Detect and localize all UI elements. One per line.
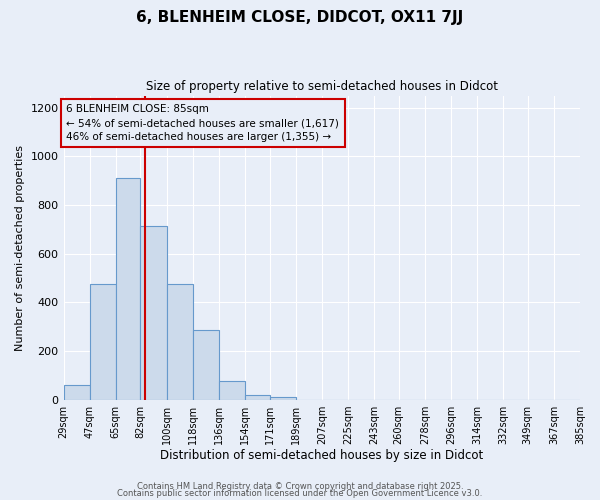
Bar: [140, 226, 167, 400]
Bar: [116, 178, 140, 400]
Bar: [89, 284, 116, 400]
X-axis label: Distribution of semi-detached houses by size in Didcot: Distribution of semi-detached houses by …: [160, 450, 484, 462]
Bar: [245, 394, 269, 400]
Bar: [219, 382, 245, 400]
Text: 6, BLENHEIM CLOSE, DIDCOT, OX11 7JJ: 6, BLENHEIM CLOSE, DIDCOT, OX11 7JJ: [136, 10, 464, 25]
Y-axis label: Number of semi-detached properties: Number of semi-detached properties: [15, 144, 25, 350]
Bar: [167, 284, 193, 400]
Text: Contains public sector information licensed under the Open Government Licence v3: Contains public sector information licen…: [118, 489, 482, 498]
Bar: [193, 330, 219, 400]
Bar: [269, 397, 296, 400]
Title: Size of property relative to semi-detached houses in Didcot: Size of property relative to semi-detach…: [146, 80, 498, 93]
Text: 6 BLENHEIM CLOSE: 85sqm
← 54% of semi-detached houses are smaller (1,617)
46% of: 6 BLENHEIM CLOSE: 85sqm ← 54% of semi-de…: [67, 104, 340, 142]
Bar: [64, 385, 89, 400]
Text: Contains HM Land Registry data © Crown copyright and database right 2025.: Contains HM Land Registry data © Crown c…: [137, 482, 463, 491]
